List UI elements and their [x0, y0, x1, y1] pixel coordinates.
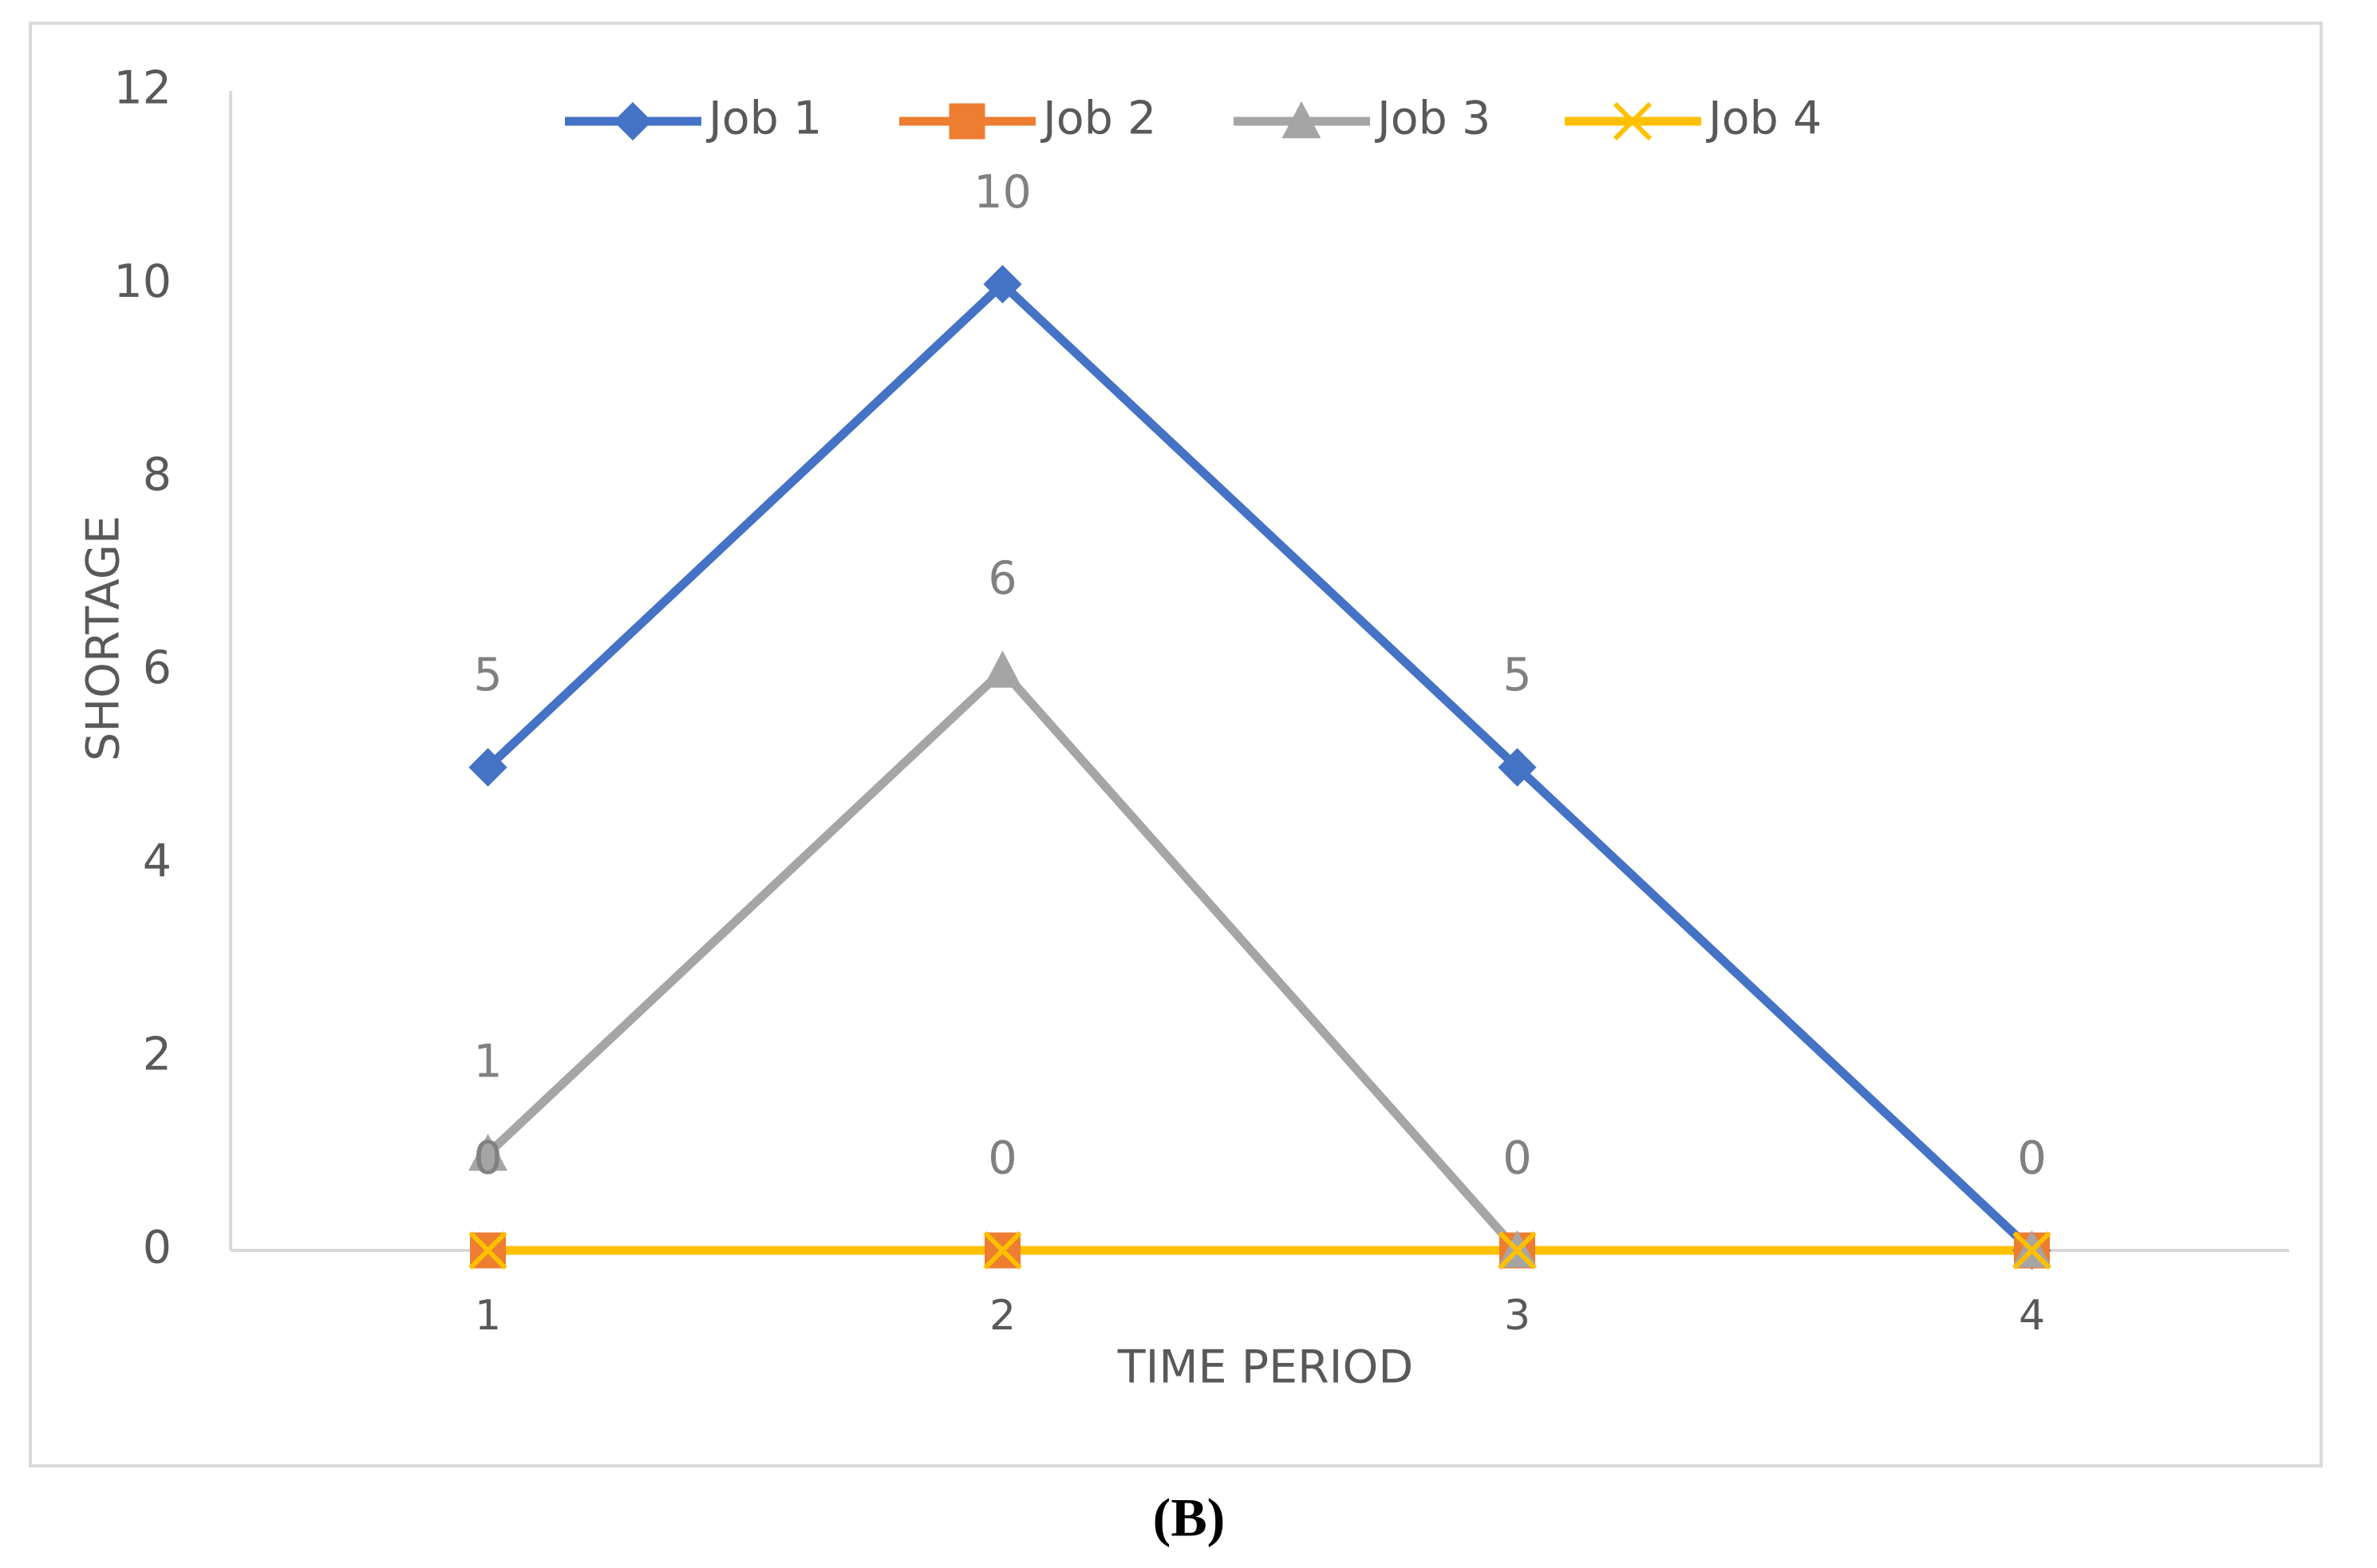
legend-label: Job 4	[1706, 93, 1822, 145]
data-point	[468, 1133, 507, 1171]
y-tick-label: 4	[143, 835, 172, 887]
y-tick-label: 12	[113, 62, 172, 115]
data-label: 0	[473, 1132, 502, 1185]
data-point	[1498, 1230, 1537, 1270]
data-point	[468, 748, 507, 787]
data-label: 0	[1502, 1132, 1531, 1185]
chart-border	[29, 22, 2323, 1467]
data-label: 0	[988, 1132, 1017, 1185]
data-label: 1	[473, 1036, 502, 1088]
y-tick-label: 10	[113, 255, 172, 308]
data-label: 6	[988, 552, 1017, 605]
x-axis-title: TIME PERIOD	[1117, 1341, 1414, 1394]
data-label: 0	[2017, 1132, 2046, 1185]
y-axis-title: SHORTAGE	[77, 515, 130, 761]
data-label: 5	[1502, 649, 1531, 701]
data-label: 10	[973, 166, 1032, 219]
x-tick-label: 1	[475, 1292, 501, 1340]
data-label: 0	[2017, 1132, 2046, 1185]
x-tick-label: 2	[989, 1292, 1016, 1340]
legend-marker	[613, 101, 653, 141]
data-point	[468, 1230, 507, 1270]
x-tick-label: 4	[2019, 1292, 2045, 1340]
x-tick-label: 3	[1504, 1292, 1530, 1340]
data-label: 0	[1502, 1132, 1531, 1185]
y-tick-label: 6	[143, 642, 172, 694]
data-label: 0	[1502, 1132, 1531, 1185]
series-line	[484, 279, 2035, 1254]
caption: (B)	[1153, 1487, 1226, 1548]
y-tick-label: 8	[143, 448, 172, 501]
data-label: 0	[2017, 1132, 2046, 1185]
data-point	[1498, 748, 1537, 787]
legend-marker	[1281, 101, 1321, 139]
data-label: 0	[988, 1132, 1017, 1185]
data-point	[983, 650, 1022, 688]
y-tick-label: 0	[143, 1222, 172, 1274]
legend-label: Job 2	[1040, 93, 1156, 145]
data-label: 5	[473, 649, 502, 701]
data-point	[983, 1230, 1022, 1270]
legend-label: Job 3	[1375, 93, 1491, 145]
data-label: 0	[2017, 1132, 2046, 1185]
legend-label: Job 1	[706, 93, 822, 145]
data-point	[983, 265, 1022, 304]
legend-marker	[1613, 101, 1652, 141]
legend-marker	[949, 103, 985, 140]
y-tick-label: 2	[143, 1028, 172, 1080]
data-point	[2012, 1230, 2051, 1270]
